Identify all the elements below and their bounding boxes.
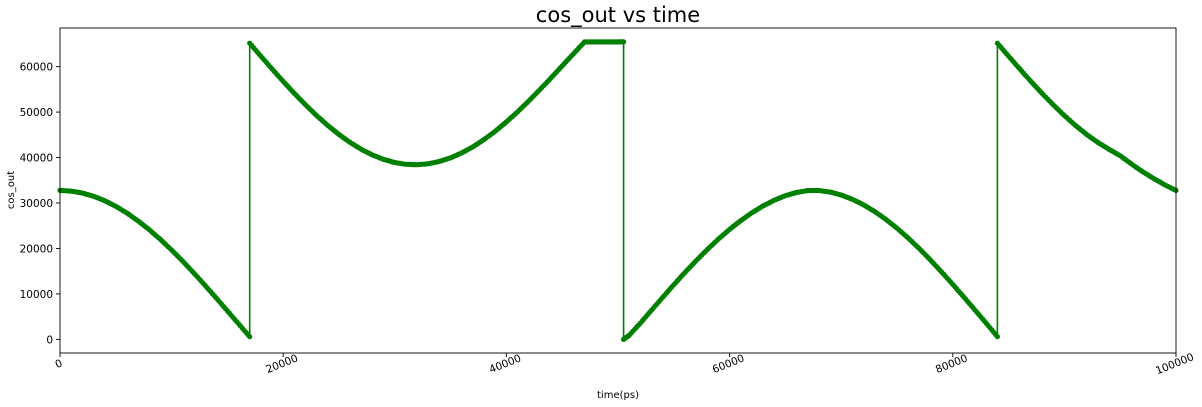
x-axis-label: time(ps) [597, 390, 639, 401]
x-tick-label: 60000 [711, 352, 746, 376]
y-axis-label: cos_out [6, 171, 17, 209]
x-tick-label: 20000 [264, 352, 299, 376]
y-tick-label: 20000 [20, 243, 53, 255]
data-point [621, 39, 627, 45]
data-point [994, 334, 1001, 340]
x-tick-label: 100000 [1154, 351, 1196, 377]
plot-frame [59, 27, 1177, 354]
chart-title: cos_out vs time [536, 3, 700, 28]
x-tick-label: 40000 [488, 352, 523, 376]
x-axis: 0 20000 40000 60000 80000 100000 [54, 351, 1196, 377]
y-tick-label: 50000 [20, 107, 53, 119]
x-tick-label: 80000 [934, 352, 969, 376]
y-tick-label: 30000 [20, 198, 53, 210]
plot-marks [57, 39, 1179, 342]
y-axis: 0 10000 20000 30000 40000 50000 60000 [20, 62, 60, 346]
y-tick-label: 10000 [20, 289, 53, 301]
x-tick-label: 0 [54, 357, 65, 371]
series-cos-out [57, 39, 1179, 342]
y-tick-label: 40000 [20, 153, 53, 165]
y-tick-label: 0 [46, 334, 53, 346]
data-point [247, 334, 253, 340]
series-line [59, 41, 1177, 341]
y-tick-label: 60000 [20, 62, 53, 74]
